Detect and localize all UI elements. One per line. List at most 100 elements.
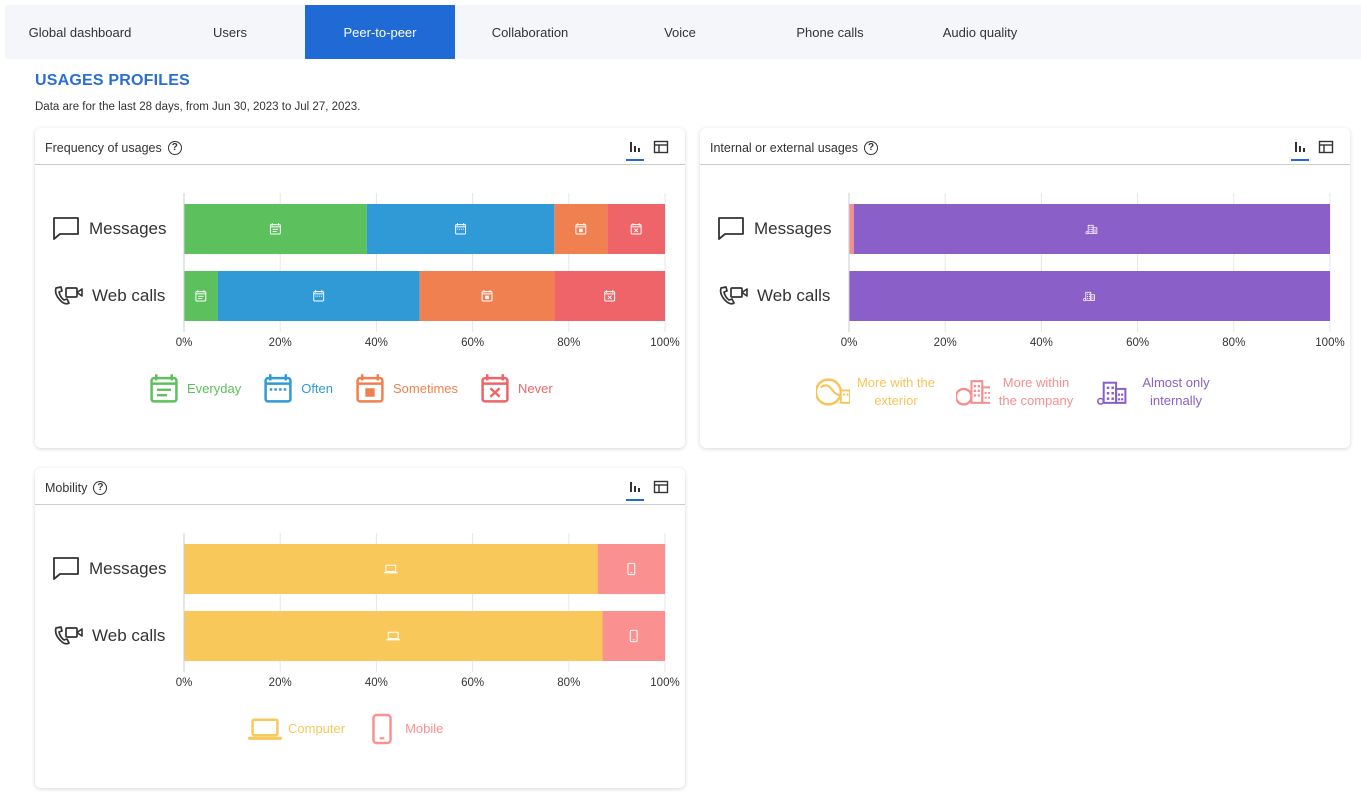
globe-buildings-icon bbox=[956, 380, 990, 406]
calendar-sometimes-icon bbox=[575, 223, 587, 235]
message-icon bbox=[53, 217, 79, 240]
category-label: Web calls bbox=[92, 626, 165, 645]
legend-item-often[interactable]: Often bbox=[261, 371, 333, 407]
legend-label: Almost only internally bbox=[1142, 375, 1210, 408]
x-tick-label: 20% bbox=[269, 337, 292, 349]
bar-segment-never[interactable] bbox=[607, 204, 665, 254]
card-title: Mobility ? bbox=[45, 481, 108, 495]
legend-item-sometimes[interactable]: Sometimes bbox=[353, 371, 458, 407]
help-icon[interactable]: ? bbox=[93, 481, 108, 495]
calendar-never-icon bbox=[481, 374, 509, 403]
building-icon bbox=[1097, 381, 1127, 405]
tab-audio-quality[interactable]: Audio quality bbox=[942, 24, 1018, 40]
frequency-card: Frequency of usages ? 0% 20% 40% 60% 80% 100%… bbox=[35, 128, 685, 448]
mobility-chart: 0% 20% 40% 60% 80% 100% Messages Web calls bbox=[53, 533, 680, 689]
page-subtitle: Data are for the last 28 days, from Jun … bbox=[35, 101, 361, 113]
tab-global-dashboard[interactable]: Global dashboard bbox=[28, 24, 132, 40]
mobile-icon bbox=[372, 713, 392, 745]
category-label: Messages bbox=[89, 559, 166, 578]
table-view-button[interactable] bbox=[652, 139, 670, 161]
x-tick-label: 60% bbox=[461, 677, 484, 689]
bar-segment-computer[interactable] bbox=[184, 611, 603, 661]
page-title: USAGES PROFILES bbox=[35, 72, 191, 89]
calendar-often-icon bbox=[455, 223, 467, 235]
bar-segment-often[interactable] bbox=[366, 204, 555, 254]
tab-collaboration[interactable]: Collaboration bbox=[491, 24, 569, 40]
table-icon bbox=[653, 140, 669, 154]
table-icon bbox=[653, 480, 669, 494]
globe-building-icon bbox=[816, 378, 850, 406]
internal-external-chart: 0% 20% 40% 60% 80% 100% Messages Web calls bbox=[718, 193, 1345, 349]
legend-label: Computer bbox=[288, 721, 346, 736]
bar-segment-computer[interactable] bbox=[184, 544, 598, 594]
bar-segment-often[interactable] bbox=[217, 271, 420, 321]
tab-phone-calls[interactable]: Phone calls bbox=[796, 24, 864, 40]
mobile-icon bbox=[629, 629, 638, 643]
bar-segment-mobile[interactable] bbox=[597, 544, 665, 594]
legend-label: Never bbox=[518, 381, 553, 396]
calendar-everyday-icon bbox=[150, 374, 178, 403]
legend-item-more-within-the-company[interactable]: More within the company bbox=[956, 374, 1076, 410]
x-tick-label: 0% bbox=[176, 677, 193, 689]
x-tick-label: 40% bbox=[365, 677, 388, 689]
calendar-sometimes-icon bbox=[356, 374, 384, 403]
x-tick-label: 80% bbox=[557, 677, 580, 689]
x-tick-label: 60% bbox=[1126, 337, 1149, 349]
calendar-everyday-icon bbox=[195, 290, 207, 302]
bar-chart-icon bbox=[1295, 142, 1305, 152]
internal-external-legend: More with the exterior More within the co… bbox=[816, 374, 1236, 410]
calendar-never-icon bbox=[604, 290, 616, 302]
video-call-icon bbox=[54, 286, 83, 305]
legend-item-almost-only-internally[interactable]: Almost only internally bbox=[1096, 374, 1216, 410]
tab-voice[interactable]: Voice bbox=[664, 24, 696, 40]
video-call-icon bbox=[719, 286, 748, 305]
bar-segment-mobile[interactable] bbox=[602, 611, 665, 661]
table-view-button[interactable] bbox=[652, 479, 670, 501]
category-label: Messages bbox=[89, 219, 166, 238]
calendar-everyday-icon bbox=[269, 223, 281, 235]
legend-item-mobile[interactable]: Mobile bbox=[365, 711, 443, 747]
internal-external-card: Internal or external usages ? 0% 20% 40% 60… bbox=[700, 128, 1350, 448]
x-tick-label: 20% bbox=[934, 337, 957, 349]
x-tick-label: 0% bbox=[841, 337, 858, 349]
tab-peer-to-peer[interactable]: Peer-to-peer bbox=[305, 5, 455, 59]
legend-label: Sometimes bbox=[393, 381, 459, 396]
help-icon[interactable]: ? bbox=[864, 141, 879, 155]
card-title-text: Frequency of usages bbox=[45, 141, 162, 155]
bar-chart-icon bbox=[630, 482, 640, 492]
chart-view-button[interactable] bbox=[626, 479, 644, 501]
help-icon[interactable]: ? bbox=[167, 141, 182, 155]
building-icon bbox=[1083, 291, 1095, 302]
x-tick-label: 40% bbox=[1030, 337, 1053, 349]
card-header: Frequency of usages ? bbox=[35, 128, 685, 165]
category-label: Messages bbox=[754, 219, 831, 238]
video-call-icon bbox=[54, 626, 83, 645]
x-tick-label: 100% bbox=[650, 337, 679, 349]
mobile-icon bbox=[627, 562, 636, 576]
calendar-often-icon bbox=[313, 290, 325, 302]
card-header: Mobility ? bbox=[35, 468, 685, 505]
tab-users[interactable]: Users bbox=[213, 24, 247, 40]
legend-item-everyday[interactable]: Everyday bbox=[147, 371, 241, 407]
x-tick-label: 60% bbox=[461, 337, 484, 349]
card-header: Internal or external usages ? bbox=[700, 128, 1350, 165]
chart-view-button[interactable] bbox=[626, 139, 644, 161]
x-tick-label: 80% bbox=[557, 337, 580, 349]
table-view-button[interactable] bbox=[1317, 139, 1335, 161]
card-title: Frequency of usages ? bbox=[45, 141, 182, 155]
legend-item-computer[interactable]: Computer bbox=[248, 711, 345, 747]
laptop-icon bbox=[384, 564, 398, 574]
laptop-icon bbox=[248, 718, 282, 740]
tab-bar: Global dashboard Users Peer-to-peer Coll… bbox=[5, 5, 1361, 59]
category-label: Web calls bbox=[757, 286, 830, 305]
mobility-legend: Computer Mobile bbox=[248, 711, 463, 747]
chart-view-button[interactable] bbox=[1291, 139, 1309, 161]
bar-segment-more-within-the-company[interactable] bbox=[849, 204, 854, 254]
legend-item-never[interactable]: Never bbox=[478, 371, 553, 407]
mobility-card: Mobility ? 0% 20% 40% 60% 80% 100% Messages Web… bbox=[35, 468, 685, 788]
legend-label: More with the exterior bbox=[856, 375, 936, 408]
x-tick-label: 0% bbox=[176, 337, 193, 349]
bar-segment-never[interactable] bbox=[554, 271, 665, 321]
legend-item-more-with-the-exterior[interactable]: More with the exterior bbox=[816, 374, 936, 410]
category-label: Web calls bbox=[92, 286, 165, 305]
